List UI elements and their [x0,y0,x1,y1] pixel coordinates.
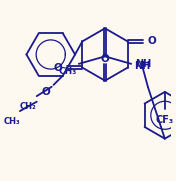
Text: CH₃: CH₃ [3,117,20,126]
Text: CH₃: CH₃ [59,67,77,76]
Text: CF₃: CF₃ [156,115,174,125]
Text: NH: NH [134,61,150,71]
Text: O: O [54,63,63,73]
Text: CH₂: CH₂ [20,102,37,111]
Text: O: O [101,54,109,64]
Text: O: O [42,87,51,97]
Text: NH: NH [135,59,151,69]
Text: O: O [147,36,156,46]
